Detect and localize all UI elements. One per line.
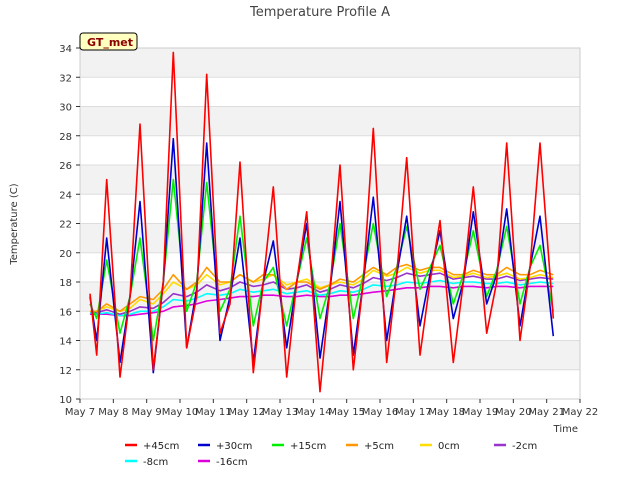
grid-band xyxy=(80,223,580,253)
site-tag: GT_met xyxy=(79,32,138,51)
site-tag-label: GT_met xyxy=(87,36,133,49)
grid-band xyxy=(80,48,580,78)
y-tick-label: 28 xyxy=(59,132,72,143)
series-lines xyxy=(89,51,555,393)
x-tick-label: May 19 xyxy=(462,407,499,418)
legend-item: +15cm xyxy=(272,441,326,452)
legend-label: +15cm xyxy=(290,441,326,452)
site-tag-box xyxy=(79,32,138,51)
y-tick-label: 22 xyxy=(59,220,72,231)
y-tick-label: 10 xyxy=(59,395,72,406)
legend-item: -2cm xyxy=(494,441,537,452)
x-tick-label: May 18 xyxy=(428,407,465,418)
x-tick-label: May 8 xyxy=(98,407,128,418)
legend-item: -8cm xyxy=(125,457,168,468)
legend-label: -8cm xyxy=(143,457,168,468)
series-line-45cm xyxy=(89,51,555,393)
legend-label: -16cm xyxy=(216,457,248,468)
x-tick-label: May 11 xyxy=(195,407,232,418)
legend-item: +5cm xyxy=(346,441,394,452)
y-tick-label: 34 xyxy=(59,44,72,55)
y-tick-label: 20 xyxy=(59,249,72,260)
x-tick-label: May 15 xyxy=(328,407,365,418)
y-tick-label: 30 xyxy=(59,103,72,114)
y-tick-label: 16 xyxy=(59,307,72,318)
legend-label: +45cm xyxy=(143,441,179,452)
y-tick-label: 24 xyxy=(59,190,72,201)
y-axis-ticks: 10 12 14 16 18 20 22 24 26 28 30 32 34 xyxy=(59,44,80,406)
grid-band xyxy=(80,106,580,136)
x-axis-title: Time xyxy=(553,424,578,435)
legend-label: 0cm xyxy=(438,441,460,452)
legend-item: 0cm xyxy=(420,441,460,452)
y-tick-label: 32 xyxy=(59,73,72,84)
y-axis-title: Temperature (C) xyxy=(9,183,20,265)
series-line-8cm xyxy=(89,279,554,317)
series-line-5cm xyxy=(90,263,554,313)
grid-band xyxy=(80,165,580,195)
legend-label: +30cm xyxy=(216,441,252,452)
legend-label: -2cm xyxy=(512,441,537,452)
series-line-2cm xyxy=(89,272,554,316)
y-tick-label: 18 xyxy=(59,278,72,289)
chart-title: Temperature Profile A xyxy=(249,5,390,20)
grid-bands xyxy=(80,48,580,370)
x-tick-label: May 20 xyxy=(495,407,532,418)
legend-item: -16cm xyxy=(198,457,248,468)
legend-item: +45cm xyxy=(125,441,179,452)
x-tick-label: May 21 xyxy=(528,407,565,418)
x-tick-label: May 9 xyxy=(132,407,162,418)
y-tick-label: 26 xyxy=(59,161,72,172)
x-tick-label: May 22 xyxy=(562,407,599,418)
y-tick-label: 12 xyxy=(59,366,72,377)
grid-band xyxy=(80,340,580,370)
legend: +45cm +30cm +15cm +5cm 0cm -2cm -8cm -16cm xyxy=(125,441,537,468)
legend-item: +30cm xyxy=(198,441,252,452)
legend-label: +5cm xyxy=(364,441,394,452)
y-tick-label: 14 xyxy=(59,337,72,348)
series-line-0cm xyxy=(90,266,554,313)
x-tick-label: May 7 xyxy=(65,407,95,418)
x-tick-label: May 17 xyxy=(395,407,432,418)
x-tick-label: May 12 xyxy=(228,407,265,418)
x-tick-label: May 14 xyxy=(295,407,332,418)
series-line-16cm xyxy=(90,285,554,317)
x-tick-label: May 13 xyxy=(262,407,299,418)
x-tick-label: May 10 xyxy=(162,407,199,418)
x-tick-label: May 16 xyxy=(362,407,399,418)
